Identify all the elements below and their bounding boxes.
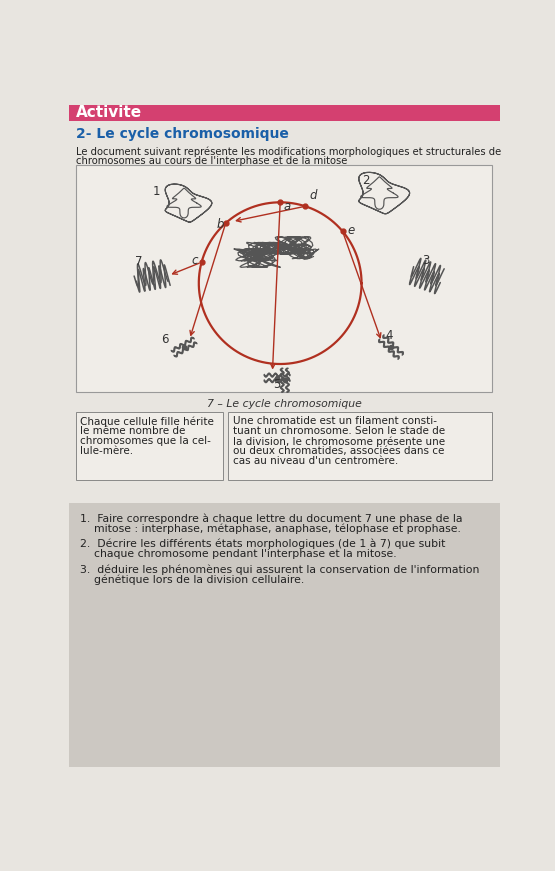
Text: mitose : interphase, métaphase, anaphase, télophase et prophase.: mitose : interphase, métaphase, anaphase… xyxy=(80,523,461,534)
Text: Le document suivant représente les modifications morphologiques et structurales : Le document suivant représente les modif… xyxy=(75,147,501,158)
FancyBboxPatch shape xyxy=(69,503,500,767)
Text: Une chromatide est un filament consti-: Une chromatide est un filament consti- xyxy=(233,416,437,427)
Text: 3.  déduire les phénomènes qui assurent la conservation de l'information: 3. déduire les phénomènes qui assurent l… xyxy=(80,564,480,575)
Text: a: a xyxy=(283,200,290,213)
Text: 7: 7 xyxy=(135,254,143,267)
Text: 1: 1 xyxy=(153,186,160,199)
Text: 2- Le cycle chromosomique: 2- Le cycle chromosomique xyxy=(75,127,289,141)
Text: la division, le chromosome présente une: la division, le chromosome présente une xyxy=(233,436,445,447)
Text: 1.  Faire correspondre à chaque lettre du document 7 une phase de la: 1. Faire correspondre à chaque lettre du… xyxy=(80,513,463,523)
FancyBboxPatch shape xyxy=(69,105,500,121)
Text: 2.  Décrire les différents états morphologiques (de 1 à 7) que subit: 2. Décrire les différents états morpholo… xyxy=(80,539,446,550)
Text: le même nombre de: le même nombre de xyxy=(80,427,185,436)
Text: e: e xyxy=(348,224,355,237)
Text: chromosomes au cours de l'interphase et de la mitose: chromosomes au cours de l'interphase et … xyxy=(75,156,347,166)
Text: 4: 4 xyxy=(386,328,393,341)
Text: 2: 2 xyxy=(362,174,370,187)
Text: génétique lors de la division cellulaire.: génétique lors de la division cellulaire… xyxy=(80,575,305,585)
Text: cas au niveau d'un centromère.: cas au niveau d'un centromère. xyxy=(233,456,398,466)
Text: chaque chromosome pendant l'interphase et la mitose.: chaque chromosome pendant l'interphase e… xyxy=(80,550,397,559)
FancyBboxPatch shape xyxy=(75,412,223,480)
Text: d: d xyxy=(309,189,317,202)
Text: 3: 3 xyxy=(422,254,430,267)
Text: chromosomes que la cel-: chromosomes que la cel- xyxy=(80,436,211,447)
Text: c: c xyxy=(191,253,198,267)
Text: ou deux chromatides, associées dans ce: ou deux chromatides, associées dans ce xyxy=(233,447,444,456)
Text: 5: 5 xyxy=(273,378,281,391)
Text: b: b xyxy=(216,218,224,231)
Text: lule-mère.: lule-mère. xyxy=(80,447,133,456)
Text: tuant un chromosome. Selon le stade de: tuant un chromosome. Selon le stade de xyxy=(233,427,445,436)
Text: 7 – Le cycle chromosomique: 7 – Le cycle chromosomique xyxy=(208,400,362,409)
FancyBboxPatch shape xyxy=(75,165,492,392)
Text: 6: 6 xyxy=(161,334,168,346)
FancyBboxPatch shape xyxy=(228,412,492,480)
Text: Chaque cellule fille hérite: Chaque cellule fille hérite xyxy=(80,416,214,427)
Text: Activite: Activite xyxy=(75,105,142,120)
